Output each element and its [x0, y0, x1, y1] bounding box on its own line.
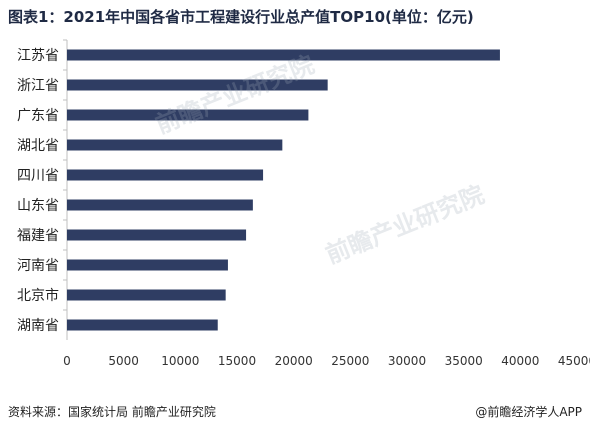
x-tick-label-1: 5000 [108, 354, 139, 368]
category-label-7: 河南省 [17, 258, 59, 274]
bar-4 [67, 169, 264, 181]
category-label-8: 北京市 [17, 287, 59, 304]
chart-title: 图表1：2021年中国各省市工程建设行业总产值TOP10(单位：亿元) [8, 8, 474, 26]
bar-0 [67, 49, 500, 61]
category-label-4: 四川省 [17, 168, 59, 184]
bar-2 [67, 109, 309, 121]
x-tick-label-7: 35000 [445, 354, 483, 368]
x-tick-label-2: 10000 [161, 354, 199, 368]
bar-1 [67, 79, 328, 91]
bar-5 [67, 199, 253, 211]
x-tick-label-8: 40000 [501, 354, 539, 368]
x-tick-label-5: 25000 [331, 354, 369, 368]
category-label-5: 山东省 [17, 198, 59, 214]
category-label-6: 福建省 [17, 228, 59, 244]
bar-3 [67, 139, 283, 151]
category-label-0: 江苏省 [17, 48, 59, 64]
x-tick-label-3: 15000 [218, 354, 256, 368]
brand-credit: @前瞻经济学人APP [475, 405, 582, 419]
bar-9 [67, 319, 218, 331]
x-tick-label-6: 30000 [388, 354, 426, 368]
x-tick-label-4: 20000 [275, 354, 313, 368]
bar-7 [67, 259, 228, 271]
category-label-3: 湖北省 [17, 138, 59, 154]
category-label-2: 广东省 [17, 108, 59, 124]
category-label-1: 浙江省 [17, 78, 59, 94]
bar-6 [67, 229, 247, 241]
source-note: 资料来源：国家统计局 前瞻产业研究院 [8, 405, 216, 419]
x-tick-label-9: 45000 [558, 354, 590, 368]
x-tick-label-0: 0 [63, 354, 71, 368]
bar-8 [67, 289, 226, 301]
category-label-9: 湖南省 [17, 318, 59, 334]
